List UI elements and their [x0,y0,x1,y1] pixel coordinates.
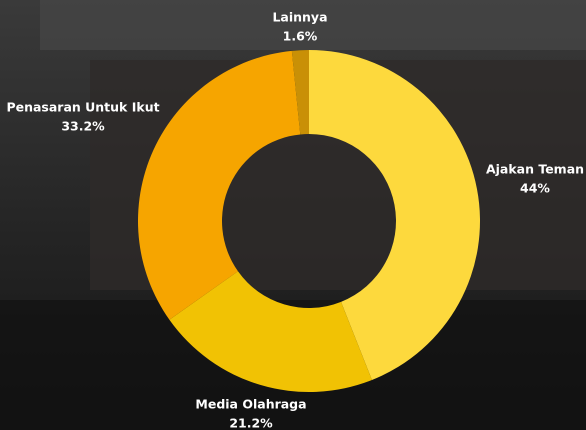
slice-value-label: 21.2% [229,416,273,430]
donut-slice [169,271,372,392]
slice-label: Media Olahraga [195,397,306,412]
slice-value-label: 33.2% [61,119,105,134]
slice-label: Ajakan Teman [486,162,584,177]
background-panel [40,0,586,50]
slice-label: Penasaran Untuk Ikut [6,100,159,115]
donut-slice [291,50,309,135]
slice-value-label: 1.6% [283,29,318,44]
slice-value-label: 44% [520,181,550,196]
donut [138,50,480,392]
donut-slice [138,50,301,320]
slice-label: Lainnya [272,10,327,25]
labels: Ajakan Teman 44% Media Olahraga 21.2% Penasa… [6,10,584,430]
donut-slice [309,50,480,380]
